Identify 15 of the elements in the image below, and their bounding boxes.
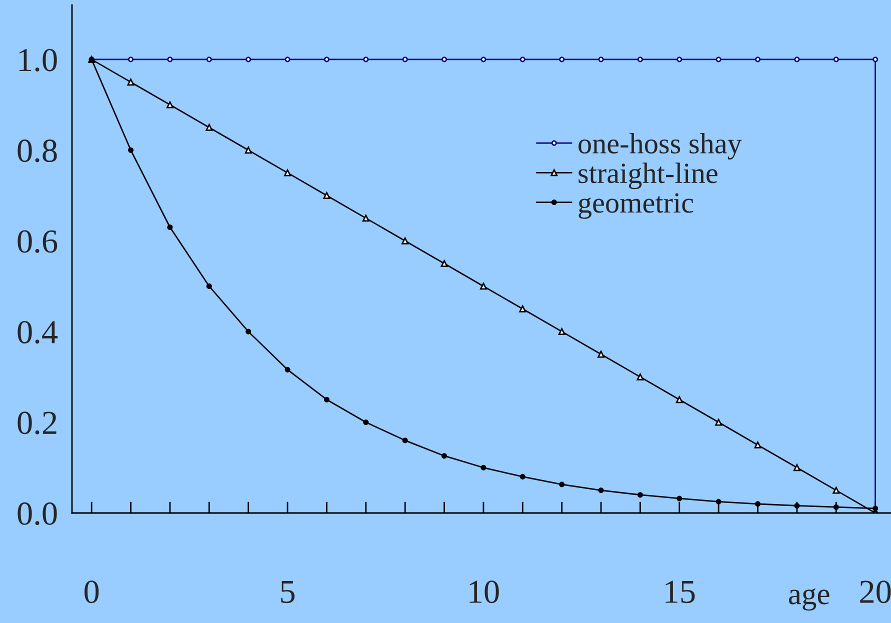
y-tick-label: 0.6 [18,230,58,253]
x-tick-label: 0 [84,580,99,604]
y-tick-label: 0.4 [18,320,58,344]
x-tick-label: 15 [666,580,695,604]
x-tick-label: 20 [860,580,891,604]
legend-label: geometric [578,193,694,219]
y-tick-label: 0.2 [18,412,56,434]
x-tick-label: 5 [281,580,295,604]
y-tick-label: 0.0 [18,502,57,526]
x-axis-title: age [788,588,830,611]
legend-label: straight-line [578,162,718,190]
y-tick-label: 1.0 [19,48,57,72]
x-tick-label: 10 [470,580,499,604]
y-tick-label: 0.8 [18,140,57,162]
legend-label: one-hoss shay [578,133,742,160]
